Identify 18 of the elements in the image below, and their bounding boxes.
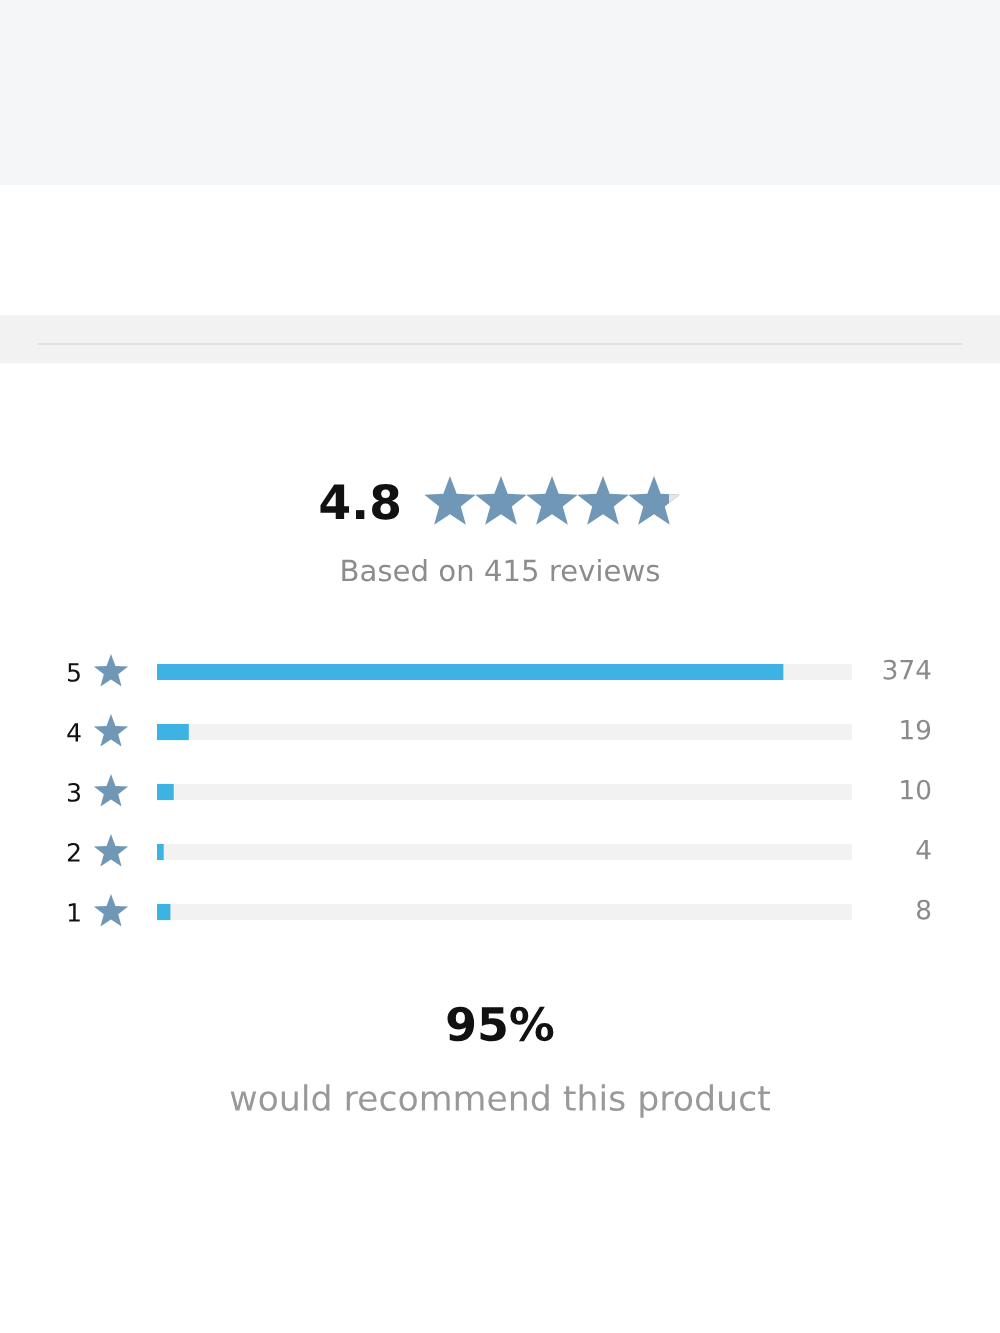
- y-tick-label: 4: [67, 723, 81, 742]
- bar: [157, 843, 164, 861]
- data-label: 374: [883, 659, 931, 680]
- text: would recommend this product: [230, 1084, 770, 1118]
- data-label: 19: [901, 719, 931, 740]
- y-tick-label: 5: [68, 663, 80, 682]
- data-label: 10: [901, 779, 931, 800]
- data-label: 4: [916, 840, 931, 860]
- y-tick-label: 1: [68, 903, 80, 922]
- bar: [157, 723, 189, 741]
- text: 95%: [447, 1006, 554, 1042]
- chart-subtitle: Based on 415 reviews: [342, 558, 660, 582]
- bar: [157, 783, 174, 801]
- y-tick-label: 2: [67, 842, 80, 862]
- chart-title: 4.8: [320, 483, 400, 520]
- y-tick-label: 3: [68, 782, 80, 802]
- bar: [157, 903, 171, 921]
- data-label: 8: [917, 899, 931, 920]
